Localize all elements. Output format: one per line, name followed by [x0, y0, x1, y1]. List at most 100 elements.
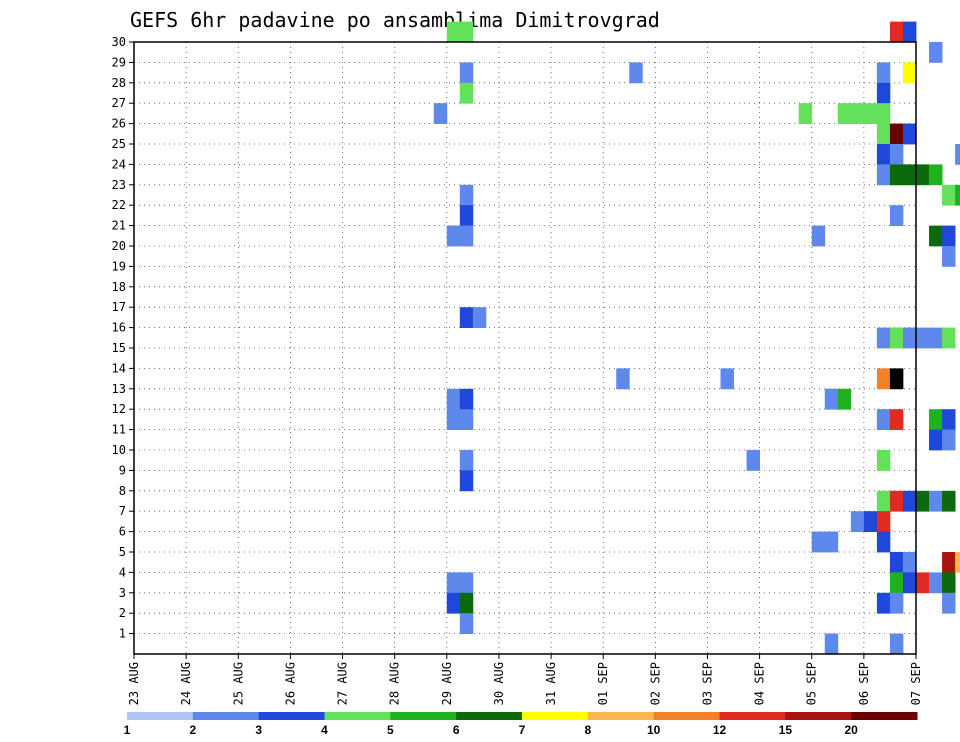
data-cell	[459, 450, 474, 471]
colorbar-swatch	[192, 712, 260, 720]
x-tick-label: 28 AUG	[388, 662, 402, 705]
data-cell	[629, 62, 643, 84]
data-cell	[850, 511, 865, 532]
data-cell	[459, 184, 474, 206]
data-cell	[876, 103, 891, 124]
data-cell	[446, 592, 461, 614]
data-cell	[459, 21, 474, 43]
y-tick-label: 22	[112, 198, 126, 212]
data-cell	[929, 164, 943, 186]
colorbar-swatch	[653, 712, 720, 720]
data-cell	[616, 368, 630, 390]
data-cell	[876, 123, 891, 145]
data-cell	[863, 511, 878, 532]
data-cell	[459, 572, 474, 594]
data-cell	[889, 123, 904, 145]
data-cell	[955, 552, 960, 573]
data-cell	[459, 470, 474, 492]
data-cell	[929, 572, 943, 594]
x-tick-label: 06 SEP	[857, 662, 871, 705]
data-cell	[459, 82, 474, 104]
data-cell	[889, 21, 904, 43]
data-cell	[902, 164, 917, 186]
data-cell	[902, 490, 917, 512]
x-tick-label: 03 SEP	[700, 662, 714, 705]
x-tick-label: 27 AUG	[336, 662, 350, 705]
data-cells	[433, 21, 960, 655]
x-tick-label: 30 AUG	[492, 662, 506, 705]
data-cell	[889, 144, 904, 165]
data-cell	[902, 572, 917, 594]
colorbar-swatch	[456, 712, 523, 720]
data-cell	[433, 103, 448, 124]
data-cell	[472, 307, 487, 328]
data-cell	[916, 490, 930, 512]
data-cell	[902, 123, 917, 145]
y-tick-label: 8	[119, 484, 126, 498]
x-tick-label: 01 SEP	[596, 662, 610, 705]
y-tick-label: 25	[112, 137, 126, 151]
colorbar-label: 12	[713, 723, 727, 737]
data-cell	[876, 409, 891, 430]
data-cell	[446, 21, 461, 43]
data-cell	[876, 62, 891, 84]
data-cell	[746, 450, 760, 471]
data-cell	[459, 592, 474, 614]
data-cell	[459, 409, 474, 430]
colorbar-label: 4	[321, 723, 328, 737]
y-tick-label: 23	[112, 178, 126, 192]
data-cell	[942, 592, 956, 614]
data-cell	[942, 409, 956, 430]
colorbar-label: 2	[189, 723, 196, 737]
x-tick-label: 02 SEP	[648, 662, 662, 705]
data-cell	[876, 531, 891, 553]
data-cell	[798, 103, 813, 124]
colorbar-label: 5	[387, 723, 394, 737]
x-tick-label: 04 SEP	[753, 662, 767, 705]
y-tick-label: 24	[112, 157, 126, 171]
data-cell	[876, 82, 891, 104]
data-cell	[811, 225, 826, 247]
data-cell	[916, 327, 930, 349]
data-cell	[942, 552, 956, 573]
y-tick-label: 1	[119, 627, 126, 641]
colorbar-swatch	[390, 712, 457, 720]
data-cell	[889, 490, 904, 512]
data-cell	[889, 633, 904, 655]
data-cell	[824, 531, 839, 553]
data-cell	[459, 307, 474, 328]
y-tick-label: 10	[112, 443, 126, 457]
data-cell	[902, 21, 917, 43]
data-cell	[889, 205, 904, 226]
y-tick-label: 13	[112, 382, 126, 396]
data-cell	[929, 490, 943, 512]
data-cell	[955, 184, 960, 206]
y-tick-label: 19	[112, 259, 126, 273]
colorbar-label: 8	[584, 723, 591, 737]
colorbar-swatch	[719, 712, 786, 720]
y-tick-label: 3	[119, 586, 126, 600]
data-cell	[942, 572, 956, 594]
data-cell	[929, 429, 943, 451]
y-tick-label: 28	[112, 76, 126, 90]
y-tick-label: 18	[112, 280, 126, 294]
y-tick-label: 12	[112, 402, 126, 416]
data-cell	[876, 327, 891, 349]
y-tick-label: 2	[119, 606, 126, 620]
data-cell	[916, 164, 930, 186]
colorbar-label: 7	[519, 723, 526, 737]
data-cell	[876, 490, 891, 512]
data-cell	[459, 62, 474, 84]
data-cell	[876, 511, 891, 532]
data-cell	[889, 164, 904, 186]
data-cell	[955, 144, 960, 165]
colorbar-swatch	[785, 712, 852, 720]
data-cell	[889, 552, 904, 573]
data-cell	[446, 225, 461, 247]
data-cell	[863, 103, 878, 124]
y-tick-label: 14	[112, 361, 126, 375]
y-tick-label: 27	[112, 96, 126, 110]
y-tick-label: 29	[112, 55, 126, 69]
colorbar-swatch	[258, 712, 325, 720]
data-cell	[824, 633, 839, 655]
